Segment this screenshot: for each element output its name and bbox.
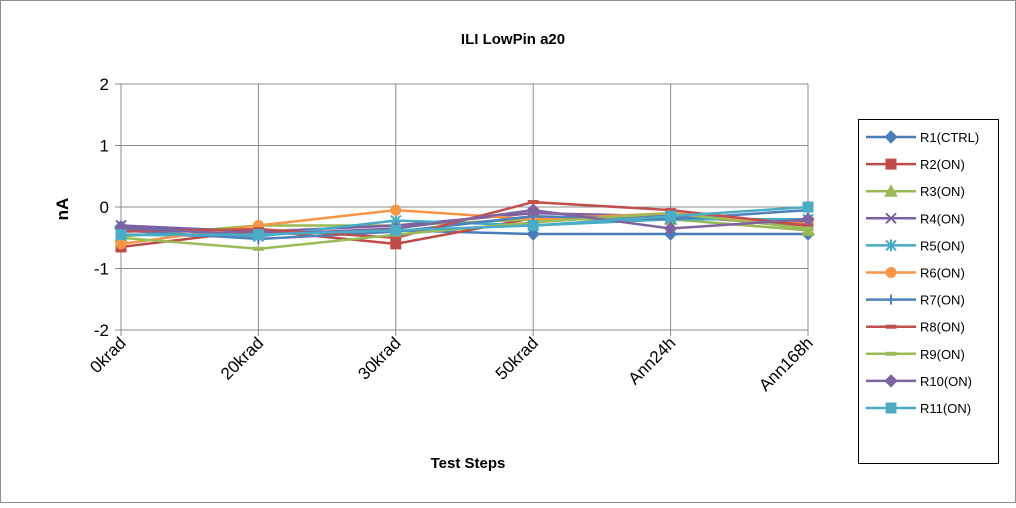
legend-swatch-marker (885, 239, 897, 252)
legend-label: R8(ON) (920, 320, 965, 335)
legend-label: R1(CTRL) (920, 130, 979, 145)
legend-entry: R2(ON) (866, 157, 965, 172)
y-tick-label: 2 (100, 75, 109, 94)
legend-label: R2(ON) (920, 157, 965, 172)
data-point (390, 204, 402, 216)
legend-swatch-marker (885, 402, 897, 414)
legend-entry: R10(ON) (866, 374, 972, 389)
legend-label: R11(ON) (920, 401, 971, 416)
data-point (527, 219, 539, 231)
legend-swatch-marker (884, 130, 898, 144)
legend-label: R4(ON) (920, 211, 965, 226)
legend-label: R9(ON) (920, 347, 965, 362)
data-point (252, 229, 264, 241)
legend-swatch-marker (885, 324, 897, 329)
legend-swatch-marker (885, 351, 897, 356)
data-point (527, 200, 539, 205)
legend-entry: R5(ON) (866, 238, 965, 253)
legend-label: R6(ON) (920, 266, 965, 281)
data-point (526, 227, 540, 241)
legend-label: R3(ON) (920, 184, 965, 199)
legend-entry: R6(ON) (866, 266, 965, 281)
data-point (802, 201, 814, 213)
legend-entry: R3(ON) (866, 184, 965, 199)
x-axis-label: Test Steps (431, 455, 506, 472)
legend-entry: R7(ON) (866, 293, 965, 308)
legend-entry: R8(ON) (866, 320, 965, 335)
data-point (115, 229, 127, 241)
legend-swatch-marker (885, 212, 897, 225)
data-point (665, 210, 677, 222)
data-point (802, 226, 814, 231)
series-r11-on (115, 201, 814, 241)
data-point (390, 224, 402, 236)
legend-swatch-marker (886, 294, 896, 305)
data-point (801, 212, 815, 227)
series-line (120, 208, 809, 241)
series-layer (114, 200, 815, 253)
legend-entry: R4(ON) (866, 211, 965, 226)
legend-label: R7(ON) (920, 293, 965, 308)
data-point (115, 238, 127, 250)
y-tick-label: 1 (100, 137, 109, 156)
data-point (390, 235, 402, 240)
data-point (526, 203, 540, 217)
legend-swatch-marker (884, 184, 898, 197)
series-line (121, 205, 809, 236)
data-point (663, 221, 678, 236)
legend-swatch-marker (885, 267, 897, 278)
legend-swatch-marker (885, 158, 897, 170)
legend-label: R5(ON) (920, 238, 965, 253)
data-point (390, 238, 402, 250)
chart-title: ILI LowPin a20 (461, 31, 565, 48)
legend-entry: R9(ON) (866, 347, 965, 362)
y-tick-label: 0 (100, 198, 109, 217)
y-axis-label: nA (53, 198, 72, 221)
y-tick-label: -1 (94, 260, 109, 279)
legend: R1(CTRL) R2(ON) R3(ON) R4(ON) R5(ON) R6(ON) R7… (858, 119, 999, 464)
legend-label: R10(ON) (920, 374, 972, 389)
legend-box (858, 119, 999, 464)
data-point (252, 246, 264, 251)
legend-entry: R1(CTRL) (866, 130, 979, 145)
legend-swatch-marker (884, 374, 898, 388)
y-tick-label: -2 (94, 321, 109, 340)
legend-entry: R11(ON) (866, 401, 971, 416)
